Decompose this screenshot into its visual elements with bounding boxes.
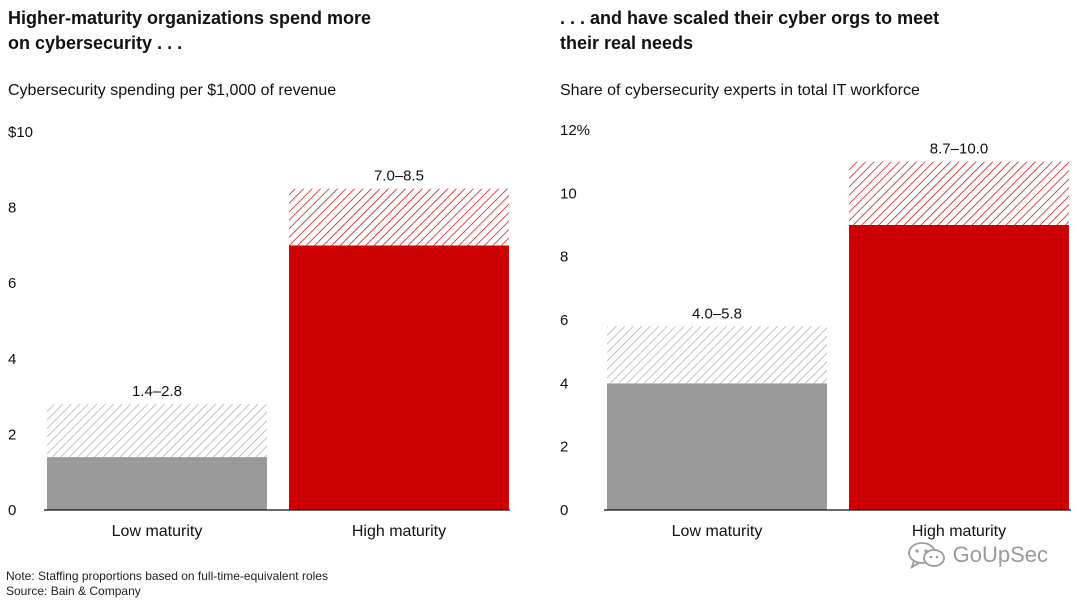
category-label: Low maturity [672, 523, 763, 540]
range-data-label: 8.7–10.0 [930, 141, 988, 158]
y-tick-label: 8 [560, 249, 568, 266]
source-text: Source: Bain & Company [6, 584, 141, 598]
bar-solid-high-maturity [289, 245, 509, 510]
bar-solid-high-maturity [849, 225, 1069, 510]
category-label: High maturity [352, 523, 446, 540]
y-tick-label: 4 [8, 351, 16, 368]
y-tick-label: 2 [560, 439, 568, 456]
range-data-label: 4.0–5.8 [692, 305, 742, 322]
y-tick-label: $10 [8, 124, 33, 141]
bar-hatched-range-high-maturity [849, 161, 1069, 225]
footnotes: Note: Staffing proportions based on full… [6, 569, 328, 599]
bar-hatched-range-low-maturity [47, 404, 267, 458]
right-chart-subtitle: Share of cybersecurity experts in total … [560, 82, 920, 99]
y-tick-label: 10 [560, 185, 577, 202]
y-tick-label: 6 [8, 275, 16, 292]
watermark-text: GoUpSec [952, 542, 1048, 567]
y-tick-label: 8 [8, 200, 16, 217]
bar-solid-low-maturity [47, 457, 267, 510]
y-tick-label: 0 [560, 502, 568, 519]
y-tick-label: 0 [8, 502, 16, 519]
left-chart-title: Higher-maturity organizations spend more… [8, 8, 372, 53]
right-chart: 0 2 4 6 8 10 12% 4.0–5.8 Low maturity 8.7–10.0 Hig… [560, 122, 1071, 540]
watermark: GoUpSec [907, 541, 1048, 569]
y-tick-label: 4 [560, 375, 568, 392]
bar-hatched-range-low-maturity [607, 326, 827, 384]
right-chart-title: . . . and have scaled their cyber orgs t… [560, 8, 940, 53]
range-data-label: 1.4–2.8 [132, 383, 182, 400]
note-text: Note: Staffing proportions based on full… [6, 569, 328, 583]
category-label: Low maturity [112, 523, 203, 540]
bar-solid-low-maturity [607, 383, 827, 510]
y-tick-label: 12% [560, 122, 590, 139]
left-chart-subtitle: Cybersecurity spending per $1,000 of rev… [8, 82, 337, 99]
wechat-icon [907, 542, 945, 569]
y-tick-label: 6 [560, 312, 568, 329]
bar-hatched-range-high-maturity [289, 188, 509, 246]
left-chart: 0 2 4 6 8 $10 1.4–2.8 Low maturity 7.0–8.5 High m… [8, 124, 510, 540]
range-data-label: 7.0–8.5 [374, 168, 424, 185]
category-label: High maturity [912, 523, 1006, 540]
y-tick-label: 2 [8, 426, 16, 443]
